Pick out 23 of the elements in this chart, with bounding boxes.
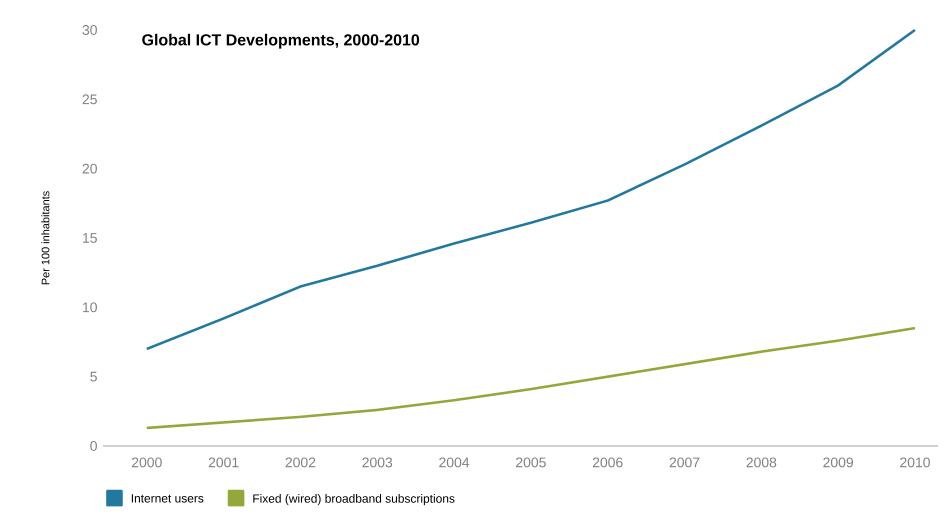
x-tick-label: 2002 <box>286 457 316 468</box>
x-tick-label: 2007 <box>670 457 700 468</box>
chart-title: Global ICT Developments, 2000-2010 <box>142 34 420 49</box>
y-tick-label: 10 <box>83 302 97 312</box>
x-tick-label: 2005 <box>516 457 546 468</box>
x-tick-label: 2009 <box>823 457 853 468</box>
y-tick-label: 20 <box>82 164 97 174</box>
y-tick-label: 30 <box>82 25 97 35</box>
y-tick-label: 5 <box>90 372 97 382</box>
x-tick-label: 2006 <box>592 457 623 468</box>
y-tick-label: 25 <box>82 94 97 104</box>
x-tick-label: 2000 <box>132 457 162 468</box>
x-tick-label: 2008 <box>746 457 776 468</box>
y-tick-label: 15 <box>83 233 97 243</box>
legend-label: Fixed (wired) broadband subscriptions <box>253 494 455 506</box>
y-axis-title: Per 100 inhabitants <box>41 191 50 284</box>
legend-label: Internet users <box>132 494 204 503</box>
x-tick-label: 2001 <box>208 457 238 468</box>
x-tick-label: 2010 <box>900 457 930 468</box>
x-tick-label: 2003 <box>362 457 392 468</box>
line-series <box>145 326 916 430</box>
x-tick-label: 2004 <box>439 457 470 468</box>
y-tick-label: 0 <box>90 441 97 451</box>
